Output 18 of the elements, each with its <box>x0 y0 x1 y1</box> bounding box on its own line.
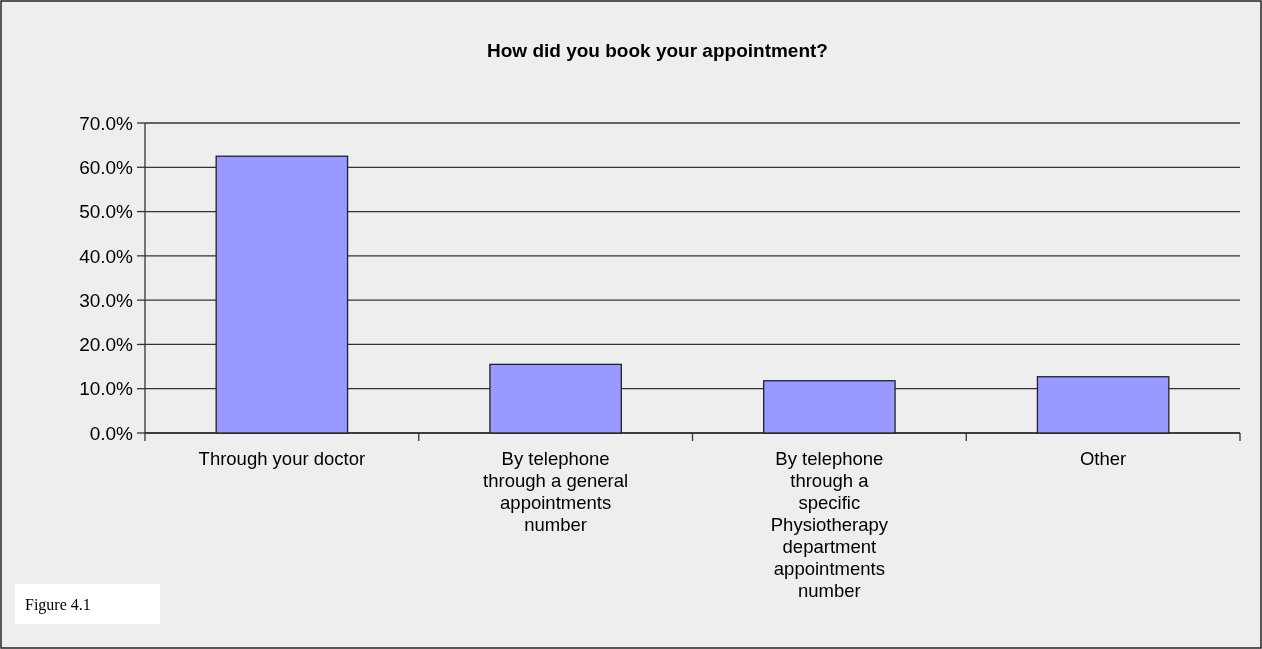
caption: Figure 4.1 <box>25 596 91 614</box>
x-tick-label: By telephone through a general appointments number <box>483 448 629 535</box>
y-tick-label: 0.0% <box>89 422 134 444</box>
y-tick-label: 60.0% <box>79 156 134 178</box>
y-tick-label: 10.0% <box>79 378 134 400</box>
x-tick-label: Through your doctor <box>198 448 366 469</box>
y-tick-label: 40.0% <box>79 245 134 267</box>
y-tick-label: 70.0% <box>79 112 134 134</box>
x-tick-label: Other <box>1079 448 1127 469</box>
bar <box>215 155 349 434</box>
bar <box>489 363 622 434</box>
x-tick-label: By telephone through a specific Physiotherapy department appointments number <box>770 448 889 601</box>
chart-title: How did you book your appointment? <box>487 40 828 61</box>
y-tick-label: 30.0% <box>79 289 134 311</box>
y-tick-label: 50.0% <box>79 201 134 223</box>
y-tick-label: 20.0% <box>79 334 134 356</box>
bar <box>763 380 896 434</box>
bar <box>1036 376 1170 434</box>
